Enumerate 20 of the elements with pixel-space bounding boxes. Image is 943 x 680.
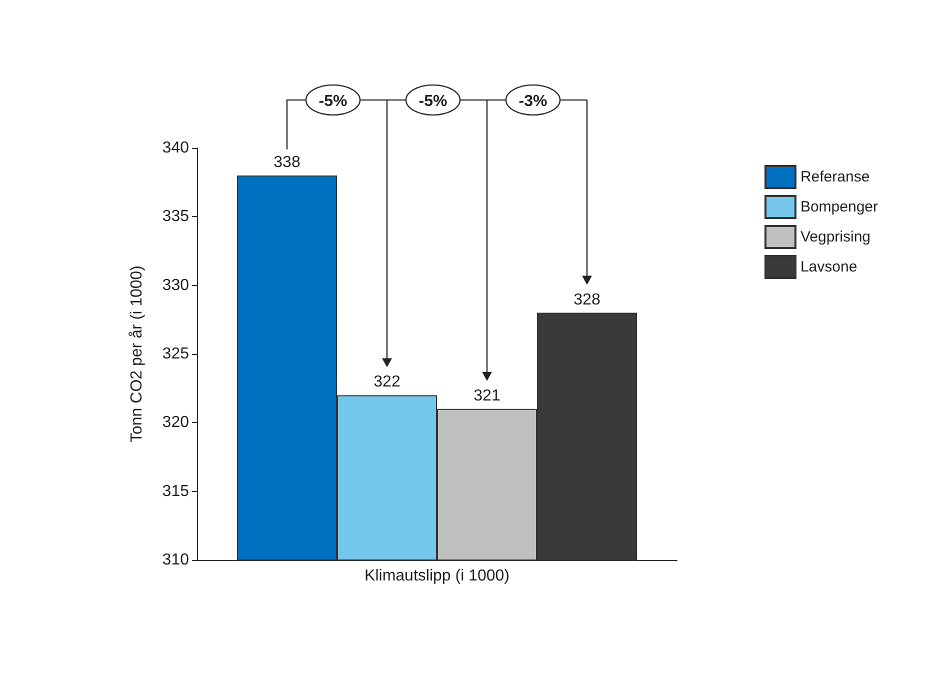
legend-label: Referanse — [800, 168, 870, 186]
legend-label: Bompenger — [800, 198, 878, 216]
data-label: 321 — [474, 387, 500, 404]
data-label: 322 — [374, 374, 400, 391]
y-tick-label: 335 — [162, 208, 190, 226]
y-tick-label: 310 — [162, 552, 190, 568]
text: -5% — [418, 93, 448, 110]
legend-label: Vegprising — [800, 228, 871, 246]
text: -3% — [518, 93, 548, 110]
y-tick-label: 325 — [162, 346, 190, 362]
y-tick-label: 340 — [162, 140, 190, 156]
y-tick-label: 320 — [162, 414, 190, 432]
y-axis-title: Tonn CO2 per år (i 1000) — [128, 266, 146, 442]
legend-label: Lavsone — [800, 258, 858, 276]
text: -5% — [318, 93, 348, 110]
data-label: 328 — [574, 291, 600, 308]
y-tick-label: 315 — [162, 482, 190, 500]
data-label: 338 — [274, 154, 300, 171]
y-tick-label: 330 — [162, 276, 190, 294]
x-tick-label: Klimautslipp (i 1000) — [364, 568, 510, 584]
